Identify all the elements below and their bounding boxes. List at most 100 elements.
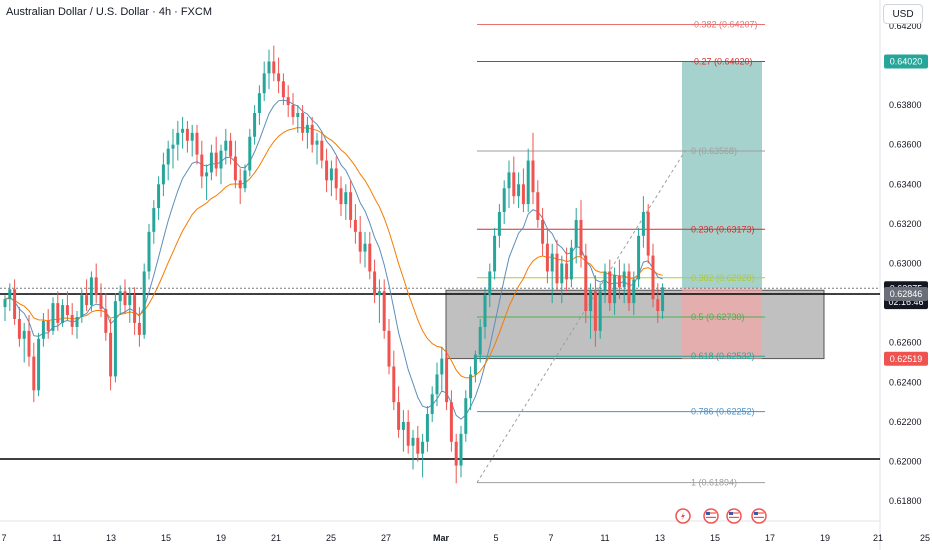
- candle-body-79: [382, 291, 386, 331]
- candle-body-135: [651, 255, 655, 300]
- candle-body-112: [541, 219, 545, 244]
- time-tick-label-5: 21: [271, 533, 281, 543]
- candle-body-99: [478, 326, 482, 355]
- candle-body-4: [22, 330, 26, 339]
- time-tick-label-8: Mar: [433, 533, 450, 543]
- candle-body-27: [133, 295, 137, 323]
- price-tick-label-2: 0.63800: [889, 100, 922, 110]
- candle-body-64: [310, 124, 314, 145]
- price-badge-bg-0: [884, 54, 928, 69]
- candle-body-92: [445, 358, 449, 403]
- candles-layer: [3, 45, 665, 484]
- time-tick-label-17: 25: [920, 533, 930, 543]
- fib-level-label-5: 0.5 (0.62730): [691, 312, 745, 322]
- candle-body-43: [209, 152, 213, 173]
- price-tick-label-3: 0.63600: [889, 140, 922, 150]
- fibonacci-layer: -0.382 (0.64207) -0.27 (0.64020) 0 (0.6356…: [476, 19, 765, 488]
- candle-body-16: [80, 295, 84, 317]
- horizontal-lines-layer: [0, 287, 880, 460]
- time-axis[interactable]: 7 11 13 15 19 21 25 27 Mar 5 7 11 13 15 17 19 21 25: [1, 533, 930, 543]
- candle-body-13: [65, 305, 69, 316]
- candle-body-5: [27, 330, 31, 357]
- time-tick-label-3: 15: [161, 533, 171, 543]
- candle-body-83: [401, 421, 405, 430]
- fib-level-label-7: 0.786 (0.62252): [691, 407, 755, 417]
- candle-body-129: [622, 271, 626, 288]
- candle-body-53: [257, 93, 261, 113]
- time-tick-label-14: 17: [765, 533, 775, 543]
- time-tick-label-6: 25: [326, 533, 336, 543]
- candle-body-14: [70, 315, 74, 327]
- candle-body-36: [176, 132, 180, 145]
- candle-body-131: [632, 279, 636, 304]
- candle-body-133: [641, 212, 645, 236]
- candle-body-82: [397, 402, 401, 430]
- candle-body-104: [502, 188, 506, 213]
- candle-body-24: [118, 291, 122, 302]
- candle-body-48: [233, 156, 237, 181]
- candle-body-35: [171, 144, 175, 149]
- candle-body-71: [344, 192, 348, 205]
- candle-body-118: [569, 247, 573, 280]
- price-axis[interactable]: 0.642000.640000.638000.636000.634000.632…: [889, 21, 922, 506]
- candle-body-15: [75, 316, 79, 327]
- price-tick-label-10: 0.62200: [889, 417, 922, 427]
- candle-body-102: [493, 235, 497, 272]
- candle-body-115: [555, 253, 559, 284]
- candle-body-95: [459, 433, 463, 466]
- candle-body-128: [617, 275, 621, 288]
- candle-body-85: [411, 437, 415, 446]
- candle-body-69: [334, 168, 338, 189]
- candle-body-54: [262, 73, 266, 94]
- moving-averages-layer: [4, 99, 663, 420]
- us-flag-icon-3: [751, 508, 767, 524]
- fib-level-label-6: 0.618 (0.62532): [691, 351, 755, 361]
- candle-body-132: [637, 235, 641, 280]
- candle-body-31: [152, 208, 156, 232]
- candle-body-137: [661, 287, 665, 312]
- time-tick-label-4: 19: [216, 533, 226, 543]
- candle-body-103: [497, 212, 501, 236]
- candle-body-9: [46, 320, 50, 331]
- symbol-title[interactable]: Australian Dollar / U.S. Dollar · 4h · F…: [6, 6, 212, 18]
- time-tick-label-0: 7: [1, 533, 6, 543]
- candle-body-23: [113, 301, 117, 377]
- candle-body-121: [584, 255, 588, 312]
- price-tick-label-0: 0.64200: [889, 21, 922, 31]
- candle-body-0: [3, 299, 7, 308]
- candle-body-39: [190, 132, 194, 141]
- candle-body-81: [392, 366, 396, 403]
- candle-body-116: [560, 263, 564, 284]
- price-tick-label-12: 0.61800: [889, 496, 922, 506]
- flash-icon-bolt-0: [681, 512, 685, 520]
- candle-body-108: [521, 184, 525, 205]
- candle-body-126: [608, 271, 612, 304]
- candle-body-75: [363, 243, 367, 252]
- fib-level-label-2: 0 (0.63568): [691, 146, 737, 156]
- currency-button[interactable]: USD: [883, 4, 923, 24]
- candle-body-84: [406, 421, 410, 446]
- candle-body-106: [512, 172, 516, 197]
- candle-body-91: [440, 358, 444, 375]
- candle-body-49: [238, 180, 242, 189]
- candle-body-73: [353, 219, 357, 232]
- candle-body-22: [109, 332, 113, 377]
- candle-body-42: [205, 172, 209, 177]
- candle-body-77: [373, 271, 377, 296]
- time-tick-label-13: 15: [710, 533, 720, 543]
- fib-trend-line: [476, 150, 686, 483]
- time-tick-label-16: 21: [873, 533, 883, 543]
- ema-fast-line: [4, 99, 663, 420]
- candle-body-55: [267, 61, 271, 74]
- candle-body-47: [229, 140, 233, 157]
- us-flag-icon-1: [703, 508, 719, 524]
- candle-body-68: [329, 168, 333, 181]
- candle-body-40: [195, 132, 199, 155]
- price-badge-label-4: 0.62519: [890, 354, 923, 364]
- time-tick-label-11: 11: [600, 533, 609, 543]
- candle-body-46: [224, 140, 228, 151]
- candle-body-52: [253, 112, 257, 137]
- candle-body-32: [157, 184, 161, 209]
